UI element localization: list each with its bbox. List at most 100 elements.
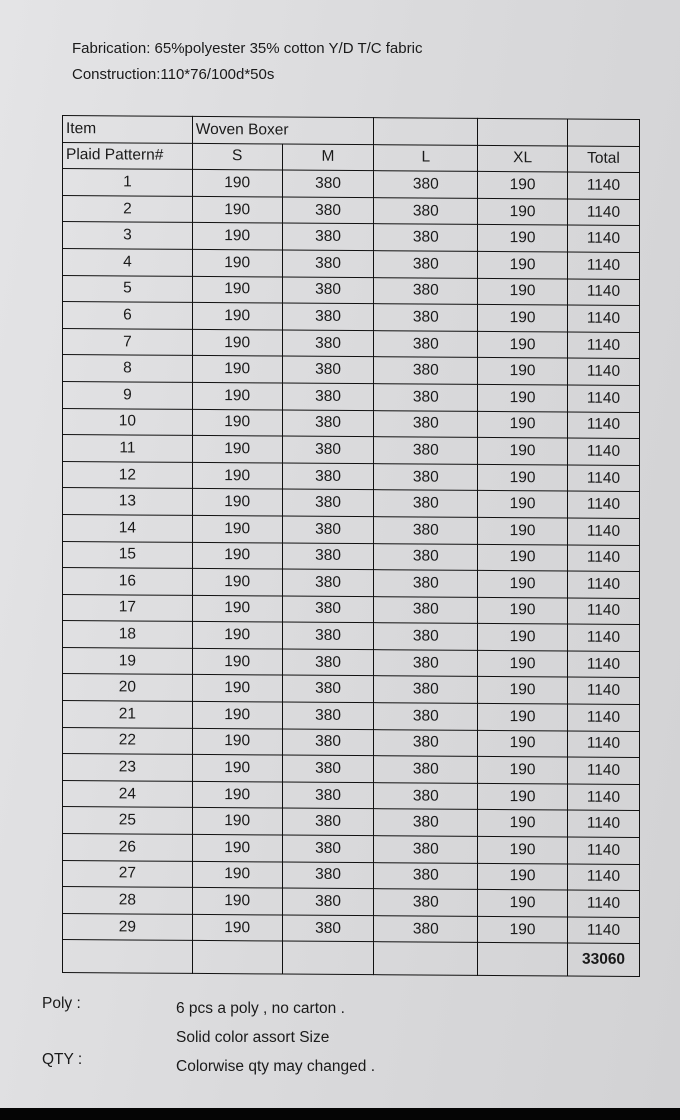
- cell-total: 1140: [567, 597, 640, 625]
- cell-xl: 190: [477, 224, 568, 252]
- cell-s: 190: [192, 781, 283, 809]
- cell-total: 1140: [567, 624, 640, 652]
- cell-total: 1140: [567, 571, 640, 599]
- cell-total: 1140: [567, 517, 640, 546]
- cell-xl: 190: [477, 543, 568, 572]
- col-header-s: S: [192, 143, 283, 171]
- table-row: 29 190 380 380 190 1140: [62, 913, 640, 944]
- cell-s: 190: [192, 169, 283, 197]
- cell-xl: 190: [477, 836, 568, 864]
- cell-total: 1140: [567, 225, 640, 253]
- cell-m: 380: [282, 808, 374, 836]
- table-row: 25 190 380 380 190 1140: [62, 806, 640, 838]
- cell-total: 1140: [567, 650, 640, 679]
- cell-total: 1140: [567, 757, 640, 785]
- cell-xl: 190: [477, 277, 568, 306]
- cell-l: 380: [373, 436, 478, 465]
- cell-pattern: 28: [62, 886, 193, 915]
- construction-line: Construction:110*76/100d*50s: [72, 66, 275, 83]
- cell-total: 1140: [567, 677, 640, 705]
- cell-pattern: 25: [62, 806, 193, 835]
- table-row: 3 190 380 380 190 1140: [62, 221, 640, 253]
- table-row: 22 190 380 380 190 1140: [62, 727, 640, 758]
- cell-m: 380: [282, 170, 374, 198]
- empty-cell: [62, 939, 193, 974]
- cell-total: 1140: [567, 916, 640, 944]
- bottom-edge: [0, 1108, 680, 1120]
- col-header-pattern: Plaid Pattern#: [62, 142, 193, 170]
- cell-m: 380: [282, 489, 374, 517]
- cell-s: 190: [192, 568, 283, 596]
- cell-total: 1140: [567, 172, 640, 200]
- table-row: 6 190 380 380 190 1140: [62, 301, 640, 333]
- cell-pattern: 23: [62, 753, 193, 782]
- cell-m: 380: [282, 569, 374, 597]
- cell-m: 380: [282, 728, 374, 756]
- cell-total: 1140: [567, 305, 640, 333]
- cell-xl: 190: [477, 198, 568, 226]
- table-row: 27 190 380 380 190 1140: [62, 860, 640, 891]
- cell-l: 380: [373, 197, 478, 225]
- cell-m: 380: [282, 888, 374, 916]
- table-row: 20 190 380 380 190 1140: [62, 673, 640, 705]
- cell-l: 380: [373, 835, 478, 864]
- cell-l: 380: [373, 224, 478, 252]
- cell-m: 380: [282, 303, 374, 331]
- cell-pattern: 18: [62, 620, 193, 649]
- cell-m: 380: [282, 276, 374, 304]
- cell-m: 380: [282, 382, 374, 411]
- cell-xl: 190: [477, 889, 568, 917]
- cell-total: 1140: [567, 278, 640, 306]
- cell-m: 380: [282, 542, 374, 570]
- cell-s: 190: [192, 222, 283, 251]
- cell-xl: 190: [477, 410, 568, 439]
- cell-m: 380: [282, 835, 374, 863]
- cell-total: 1140: [567, 704, 640, 732]
- cell-xl: 190: [477, 464, 568, 492]
- cell-s: 190: [192, 861, 283, 889]
- cell-m: 380: [282, 648, 374, 677]
- cell-s: 190: [192, 329, 283, 357]
- cell-pattern: 24: [62, 780, 193, 808]
- cell-l: 380: [373, 676, 478, 704]
- cell-l: 380: [373, 516, 478, 544]
- cell-l: 380: [373, 649, 478, 677]
- cell-l: 380: [373, 250, 478, 278]
- cell-xl: 190: [477, 490, 568, 518]
- cell-m: 380: [282, 409, 374, 437]
- cell-pattern: 16: [62, 567, 193, 596]
- cell-s: 190: [192, 621, 283, 649]
- cell-l: 380: [373, 303, 478, 332]
- table-row: 5 190 380 380 190 1140: [62, 275, 640, 306]
- poly-text: 6 pcs a poly , no carton .: [176, 1000, 345, 1017]
- table-row: 18 190 380 380 190 1140: [62, 620, 640, 652]
- cell-m: 380: [282, 515, 374, 544]
- cell-xl: 190: [477, 756, 568, 784]
- cell-l: 380: [373, 330, 478, 358]
- empty-cell: [567, 119, 640, 147]
- cell-s: 190: [192, 515, 283, 543]
- table-row: 12 190 380 380 190 1140: [62, 461, 640, 492]
- cell-l: 380: [373, 543, 478, 571]
- cell-xl: 190: [477, 676, 568, 705]
- cell-l: 380: [373, 569, 478, 598]
- table-row: 11 190 380 380 190 1140: [62, 434, 640, 466]
- cell-xl: 190: [477, 597, 568, 625]
- table-row: 10 190 380 380 190 1140: [62, 408, 640, 439]
- cell-total: 1140: [567, 464, 640, 492]
- cell-s: 190: [192, 674, 283, 703]
- item-value: Woven Boxer: [192, 116, 374, 145]
- table-row: 13 190 380 380 190 1140: [62, 487, 640, 519]
- cell-l: 380: [373, 170, 478, 199]
- cell-s: 190: [192, 541, 283, 570]
- table-row: 7 190 380 380 190 1140: [62, 328, 640, 359]
- cell-pattern: 10: [62, 408, 193, 436]
- cell-s: 190: [192, 834, 283, 862]
- cell-pattern: 1: [62, 168, 193, 197]
- cell-s: 190: [192, 196, 283, 224]
- cell-s: 190: [192, 488, 283, 516]
- fabrication-line: Fabrication: 65%polyester 35% cotton Y/D…: [72, 40, 423, 57]
- cell-m: 380: [282, 622, 374, 650]
- cell-pattern: 14: [62, 514, 193, 542]
